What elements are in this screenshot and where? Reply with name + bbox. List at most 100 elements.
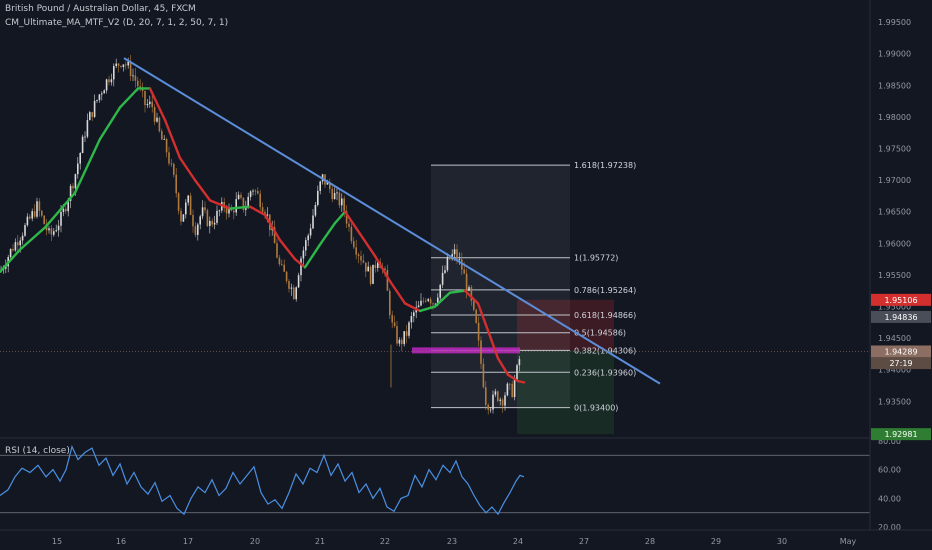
- time-tick-label: 27: [579, 537, 589, 546]
- price-tick-label: 1.94500: [878, 334, 911, 343]
- candle-body: [24, 225, 26, 236]
- time-tick-label: 21: [315, 537, 325, 546]
- candle-body: [86, 120, 89, 137]
- rsi-legend[interactable]: RSI (14, close): [5, 446, 70, 456]
- candle-body: [288, 281, 290, 289]
- fib-level-label: 0.618(1.94866): [574, 311, 636, 320]
- rsi-axis[interactable]: 80.00 60.00 40.00 20.00: [878, 437, 901, 532]
- symbol-legend[interactable]: British Pound / Australian Dollar, 45, F…: [5, 4, 196, 14]
- candle-body: [386, 269, 389, 291]
- candle-body: [19, 240, 21, 246]
- candle-body: [453, 249, 456, 255]
- candle-body: [398, 339, 401, 344]
- candle-body: [518, 359, 521, 366]
- candle-body: [38, 201, 41, 211]
- candle-body: [216, 210, 218, 223]
- candle-body: [345, 211, 348, 224]
- candle-body: [225, 207, 228, 214]
- candle-body: [307, 235, 309, 241]
- candle-body: [487, 404, 489, 410]
- candle-body: [422, 300, 425, 302]
- ma-segment: [118, 87, 140, 109]
- candle-body: [240, 194, 242, 198]
- price-badge-label: 1.94836: [884, 313, 917, 322]
- ma-segment: [278, 238, 297, 261]
- candle-body: [449, 257, 451, 260]
- candle-body: [343, 198, 345, 212]
- highlight-band: [412, 347, 520, 354]
- candle-body: [506, 383, 509, 396]
- candle-body: [252, 190, 254, 192]
- candle-body: [360, 256, 362, 261]
- candle-body: [192, 215, 194, 227]
- candle-body: [319, 181, 321, 191]
- trendline[interactable]: [123, 57, 661, 385]
- candle-body: [389, 290, 391, 316]
- candle-body: [165, 138, 168, 153]
- candle-body: [17, 242, 19, 246]
- candle-body: [153, 107, 156, 122]
- candle-body: [149, 101, 151, 104]
- candle-body: [89, 112, 91, 121]
- price-tick-label: 1.97500: [878, 145, 911, 154]
- candle-body: [175, 174, 177, 194]
- candle-body: [326, 182, 329, 185]
- time-axis[interactable]: 15 16 17 20 21 22 23 24 27 28 29 30 May: [0, 529, 932, 546]
- candle-body: [69, 185, 72, 201]
- candle-body: [127, 61, 129, 66]
- candle-body: [372, 264, 374, 284]
- ma-segment: [0, 248, 22, 273]
- candle-body: [218, 210, 221, 212]
- candle-body: [509, 383, 511, 385]
- candle-body: [497, 391, 499, 401]
- fib-level-label: 0.236(1.93960): [574, 368, 636, 377]
- candle-body: [482, 363, 485, 388]
- candle-body: [365, 262, 367, 272]
- candle-body: [194, 226, 197, 235]
- candle-body: [74, 174, 77, 189]
- candle-body: [273, 227, 276, 244]
- ma-segment: [73, 137, 102, 194]
- candle-body: [108, 79, 110, 83]
- candle-body: [355, 247, 357, 255]
- candle-body: [494, 391, 497, 395]
- price-badges: 1.95106 1.94836 1.94289 27:19 1.92981: [871, 293, 931, 441]
- ma-segment: [433, 291, 452, 308]
- fib-level-label: 0.5(1.94586): [574, 329, 626, 338]
- time-tick-label: 24: [513, 537, 523, 546]
- candle-body: [254, 190, 257, 192]
- candle-body: [117, 63, 120, 66]
- rsi-tick-label: 80.00: [878, 437, 901, 446]
- candle-body: [57, 225, 60, 231]
- fib-level-label: 0(1.93400): [574, 404, 618, 413]
- candle-body: [72, 185, 74, 189]
- ma-segment: [303, 243, 322, 269]
- candle-body: [31, 211, 33, 219]
- candle-body: [91, 112, 93, 117]
- candle-body: [211, 220, 213, 225]
- time-tick-label: 20: [250, 537, 260, 546]
- candle-body: [420, 300, 422, 306]
- candle-body: [300, 258, 302, 276]
- candle-body: [499, 399, 501, 401]
- candle-body: [50, 228, 53, 235]
- candle-body: [113, 66, 115, 80]
- indicator-legend[interactable]: CM_Ultimate_MA_MTF_V2 (D, 20, 7, 1, 2, 5…: [5, 18, 229, 28]
- candle-body: [492, 394, 494, 410]
- rsi-pane: [0, 444, 870, 516]
- ma-segment: [373, 254, 392, 283]
- candle-body: [93, 100, 96, 117]
- candle-body: [470, 287, 473, 301]
- price-axis[interactable]: 1.99500 1.99000 1.98500 1.98000 1.97500 1.970…: [869, 0, 911, 530]
- candle-body: [281, 264, 283, 265]
- price-tick-label: 1.95500: [878, 271, 911, 280]
- ma-segment: [506, 373, 520, 383]
- candle-body: [266, 214, 269, 216]
- price-badge-label: 27:19: [889, 359, 912, 368]
- candle-body: [405, 331, 408, 336]
- candle-body: [425, 300, 427, 302]
- candle-body: [329, 182, 331, 189]
- candle-body: [504, 395, 506, 406]
- candle-body: [209, 220, 211, 227]
